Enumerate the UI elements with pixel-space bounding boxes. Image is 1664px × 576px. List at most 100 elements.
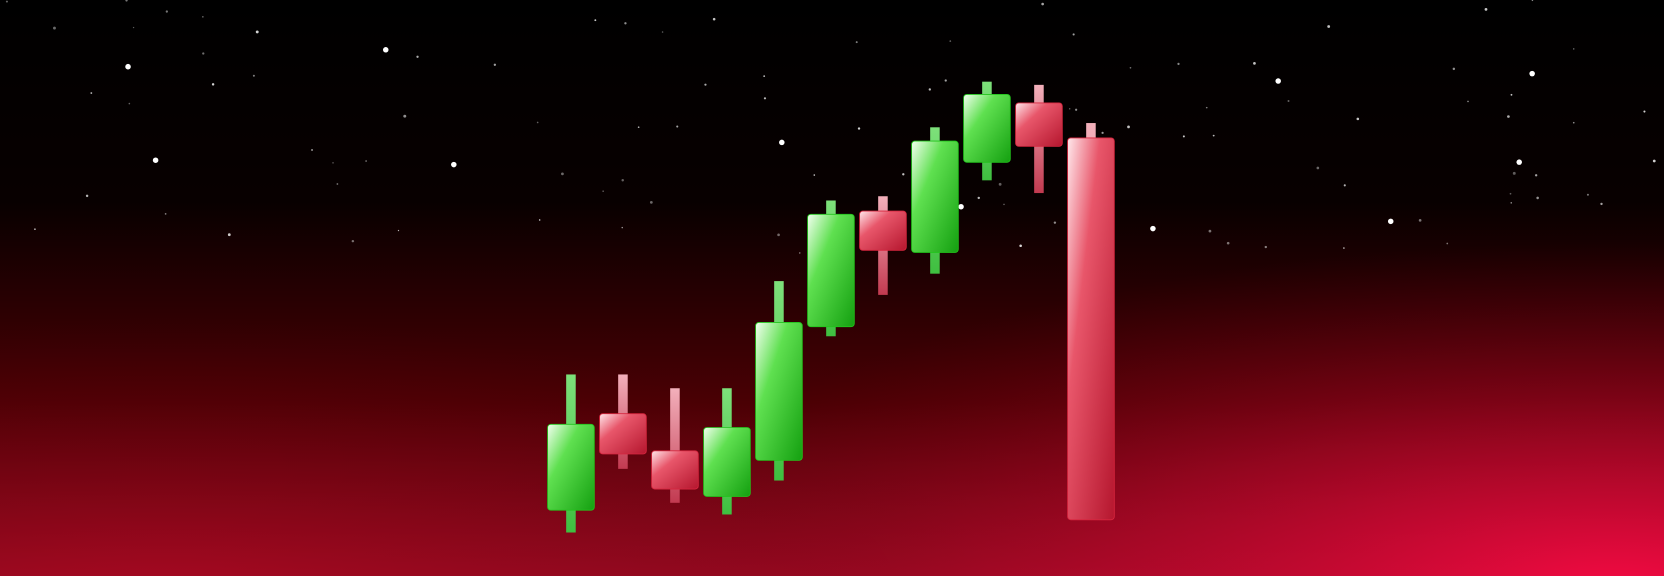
star — [1075, 108, 1078, 111]
star — [1226, 241, 1230, 245]
candle-body — [807, 213, 855, 328]
star — [164, 213, 167, 215]
star — [202, 52, 205, 55]
star — [1536, 196, 1539, 200]
star — [958, 203, 964, 210]
star — [944, 79, 947, 82]
star — [1343, 247, 1345, 249]
star — [1150, 225, 1156, 232]
star — [1101, 131, 1104, 134]
star — [1041, 2, 1044, 6]
star — [1516, 159, 1522, 165]
star — [128, 102, 131, 105]
star — [34, 228, 36, 230]
star — [493, 63, 497, 66]
star — [311, 149, 313, 151]
star — [1275, 78, 1281, 84]
star — [1509, 192, 1512, 195]
star — [704, 83, 707, 86]
star — [202, 16, 204, 18]
star — [1316, 166, 1320, 170]
star — [1287, 100, 1290, 103]
star — [1572, 48, 1575, 50]
star — [902, 173, 905, 176]
star — [928, 88, 931, 91]
star — [1356, 117, 1360, 121]
star — [1003, 203, 1005, 206]
star — [1208, 229, 1212, 233]
star — [763, 97, 767, 100]
star — [365, 160, 367, 162]
star — [53, 26, 56, 30]
star — [397, 229, 400, 232]
star — [621, 178, 624, 182]
star — [1053, 221, 1057, 224]
star — [1510, 202, 1512, 204]
star — [125, 63, 131, 70]
star — [1129, 66, 1132, 69]
star — [1418, 219, 1422, 222]
star — [382, 47, 389, 53]
star — [538, 219, 541, 221]
star — [1600, 202, 1603, 206]
star — [1452, 67, 1456, 71]
candle-body — [963, 93, 1011, 163]
star — [624, 22, 627, 25]
star — [594, 19, 597, 22]
star — [1531, 0, 1534, 2]
star — [1205, 106, 1208, 109]
star — [1212, 134, 1215, 137]
candle-body — [911, 140, 959, 253]
star — [403, 114, 407, 118]
star — [1534, 174, 1538, 177]
star — [813, 174, 816, 176]
star — [1586, 193, 1589, 196]
candle-body — [547, 423, 595, 511]
star — [85, 194, 89, 198]
candle-body — [1015, 102, 1063, 147]
star — [165, 10, 168, 13]
star — [1253, 62, 1256, 65]
star — [90, 92, 93, 94]
star — [949, 40, 952, 42]
star — [799, 252, 801, 254]
star — [763, 75, 766, 77]
candle-body — [755, 322, 803, 461]
star — [351, 239, 355, 243]
star — [561, 172, 564, 176]
star — [1572, 121, 1575, 124]
star — [998, 182, 1002, 186]
star — [676, 125, 679, 128]
star — [132, 26, 135, 29]
star — [637, 126, 640, 129]
star — [5, 0, 8, 3]
star — [536, 121, 539, 124]
star — [712, 17, 716, 21]
star — [1484, 8, 1488, 11]
star — [451, 161, 457, 168]
star — [1510, 93, 1513, 96]
star — [1343, 184, 1346, 187]
star — [1446, 242, 1449, 245]
star — [1264, 245, 1268, 249]
star — [602, 190, 604, 192]
star — [1177, 62, 1180, 66]
star — [416, 55, 419, 58]
star — [649, 200, 653, 204]
candle-body — [859, 210, 907, 251]
star — [1069, 108, 1071, 110]
star — [1512, 171, 1516, 175]
star — [255, 30, 259, 34]
candle-wick — [670, 388, 680, 503]
star — [1387, 218, 1394, 225]
star — [1507, 115, 1510, 118]
star — [1467, 100, 1469, 103]
star — [332, 162, 334, 164]
candle-body — [599, 413, 647, 455]
star — [857, 127, 861, 130]
candle-body — [651, 450, 699, 490]
star — [661, 31, 664, 33]
star — [1127, 125, 1130, 129]
